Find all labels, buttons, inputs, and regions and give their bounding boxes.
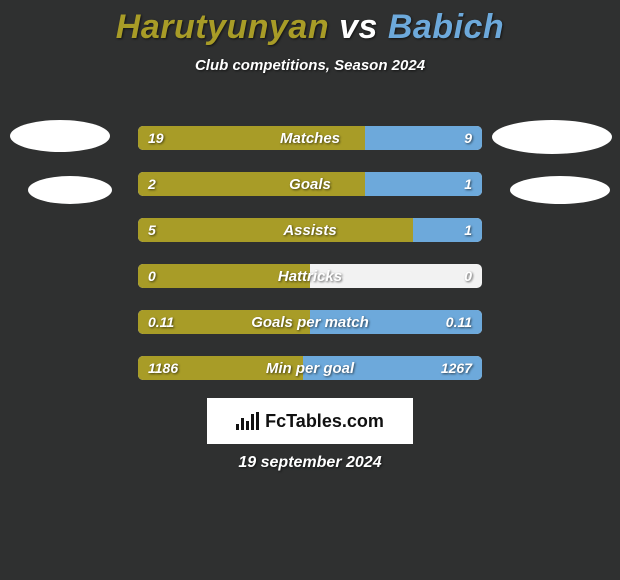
date-label: 19 september 2024	[0, 454, 620, 472]
branding-badge: FcTables.com	[207, 398, 413, 444]
avatar-left-1	[28, 176, 112, 204]
stat-row: 0.110.11Goals per match	[138, 310, 482, 334]
bar-right	[365, 172, 482, 196]
title-player1: Harutyunyan	[116, 8, 329, 46]
chart-bars-icon	[236, 412, 259, 430]
avatar-right-1	[510, 176, 610, 204]
stat-row: 11861267Min per goal	[138, 356, 482, 380]
bar-left	[138, 264, 310, 288]
subtitle: Club competitions, Season 2024	[0, 57, 620, 74]
title-player2: Babich	[388, 8, 504, 46]
bar-left	[138, 126, 365, 150]
stat-row: 21Goals	[138, 172, 482, 196]
stat-row: 00Hattricks	[138, 264, 482, 288]
stat-value-right: 0	[464, 264, 472, 288]
comparison-rows: 199Matches 21Goals 51Assists 00Hattricks 0.1…	[138, 126, 482, 402]
bar-left	[138, 356, 303, 380]
bar-right	[303, 356, 482, 380]
bar-right	[365, 126, 482, 150]
title-vs: vs	[339, 8, 378, 46]
bar-left	[138, 172, 365, 196]
bar-left	[138, 310, 310, 334]
bar-right	[413, 218, 482, 242]
page-title: Harutyunyan vs Babich	[0, 0, 620, 47]
stat-row: 199Matches	[138, 126, 482, 150]
avatar-right-0	[492, 120, 612, 154]
stat-row: 51Assists	[138, 218, 482, 242]
avatar-left-0	[10, 120, 110, 152]
branding-text: FcTables.com	[265, 411, 384, 432]
bar-left	[138, 218, 413, 242]
bar-right	[310, 310, 482, 334]
